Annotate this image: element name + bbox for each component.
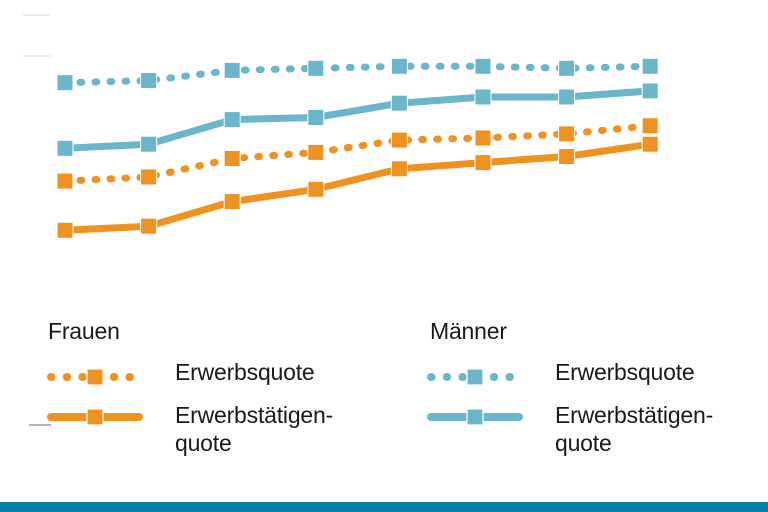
maenner-erwerbsquote-swatch-icon — [425, 368, 525, 386]
footer-accent-bar — [0, 502, 768, 512]
legend-header-frauen: Frauen — [48, 318, 120, 344]
frauen-erwerbsquote-swatch-icon — [45, 368, 145, 386]
frauen-erwerbstaetigenquote-swatch-icon — [45, 408, 145, 426]
frauen-erwerbsquote-label: Erwerbsquote — [175, 359, 315, 385]
maenner-erwerbsquote-label: Erwerbsquote — [555, 359, 695, 385]
maenner-erwerbstaetigenquote-label: Erwerbstätigen- quote — [555, 402, 714, 456]
legend-header-maenner: Männer — [430, 318, 507, 344]
maenner-erwerbstaetigenquote-swatch-icon — [425, 408, 525, 426]
frauen-erwerbstaetigenquote-label: Erwerbstätigen- quote — [175, 402, 334, 456]
